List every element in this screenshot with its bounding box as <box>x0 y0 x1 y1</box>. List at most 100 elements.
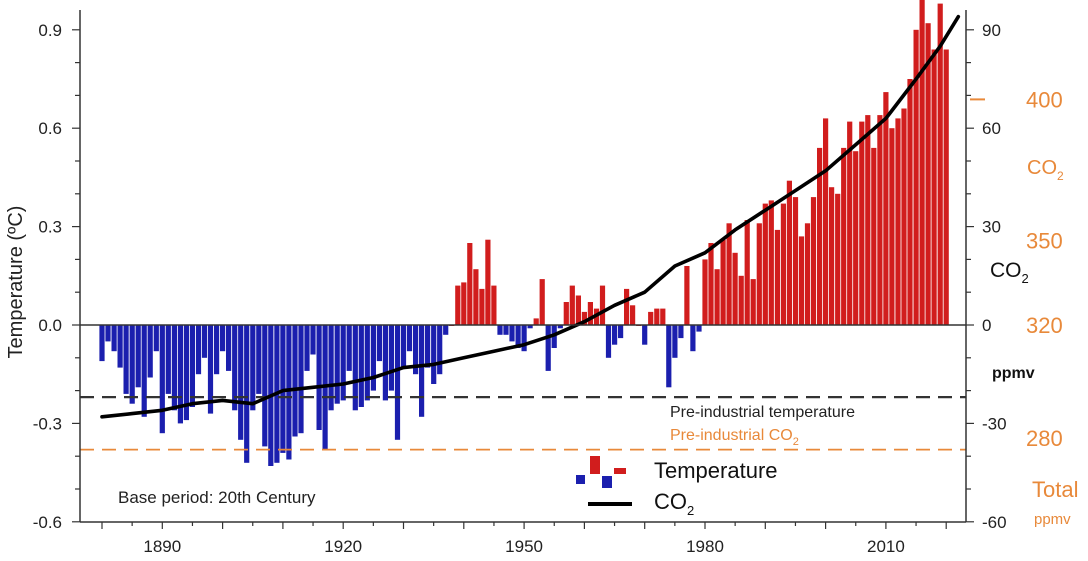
temperature-bar <box>720 239 726 325</box>
co2-line-group <box>100 14 961 419</box>
temperature-bar <box>726 223 732 325</box>
temperature-bar <box>491 285 497 325</box>
y2-tick-label: 60 <box>982 119 1001 138</box>
legend-temperature-label: Temperature <box>654 458 778 483</box>
temperature-bar <box>666 325 672 388</box>
temperature-bar <box>630 305 636 325</box>
x-tick-label: 1980 <box>686 537 724 556</box>
temperature-bar <box>328 325 334 411</box>
temperature-bar <box>599 285 606 325</box>
temperature-bar <box>388 325 394 391</box>
temperature-bar <box>539 279 545 325</box>
temperature-bar <box>431 325 437 384</box>
temperature-bar <box>473 269 479 325</box>
temperature-bar <box>835 193 841 325</box>
y-tick-label: -0.6 <box>33 513 62 532</box>
temperature-bar <box>461 282 467 325</box>
temperature-bar <box>907 79 913 325</box>
temperature-bar <box>612 325 618 345</box>
temperature-bar <box>732 252 738 325</box>
temperature-bar <box>207 325 214 414</box>
temperature-bar <box>624 288 630 325</box>
pre-industrial-temperature-label: Pre-industrial temperature <box>670 404 855 421</box>
co2-total-axis-label: CO2 <box>1027 157 1064 183</box>
legend-temperature-icon <box>576 456 626 488</box>
temperature-bar <box>654 308 660 325</box>
temperature-bar <box>413 325 419 375</box>
co2-axis-label-sub: 2 <box>1022 271 1029 286</box>
temperature-bar <box>298 325 304 434</box>
x-tick-label: 1890 <box>143 537 181 556</box>
temperature-bar <box>443 325 449 335</box>
temperature-bar <box>895 118 901 326</box>
y-axis-label: Temperature (ºC) <box>5 206 27 359</box>
temperature-bar <box>527 325 533 329</box>
temperature-bar <box>310 325 316 355</box>
temperature-bar <box>605 325 612 358</box>
temperature-bar <box>702 259 708 325</box>
temperature-bar <box>437 325 443 375</box>
temperature-bar <box>135 325 141 388</box>
y-tick-label: 0.6 <box>38 119 62 138</box>
temperature-bar <box>370 325 376 391</box>
temperature-bar <box>931 49 937 325</box>
temperature-bar <box>129 325 135 404</box>
temperature-bar <box>195 325 202 375</box>
temperature-bar <box>853 151 859 325</box>
temperature-bar <box>871 147 877 325</box>
temperature-bar <box>937 3 943 325</box>
temperature-bar <box>829 187 835 325</box>
temperature-bar <box>581 311 587 325</box>
temperature-bar <box>244 325 250 463</box>
y2-tick-label: 0 <box>982 316 991 335</box>
temperature-bar <box>545 325 551 371</box>
temperature-bar <box>153 325 159 352</box>
temperature-bar <box>798 236 805 325</box>
temperature-bar <box>497 325 503 335</box>
temperature-bar <box>352 325 358 411</box>
temperature-bar <box>847 121 853 325</box>
temperature-bar <box>756 223 762 325</box>
temperature-bar <box>400 325 407 368</box>
y3-tick-label: 320 <box>1026 313 1063 338</box>
temperature-bar <box>406 325 413 352</box>
temperature-bar <box>382 325 388 401</box>
legend-co2-label-main: CO <box>654 489 687 514</box>
temperature-bar <box>563 302 569 325</box>
temperature-bar <box>250 325 256 411</box>
temperature-bar <box>648 311 654 325</box>
temperature-bar <box>117 325 123 368</box>
temperature-bar <box>358 325 364 407</box>
temperature-bar <box>533 318 539 325</box>
temperature-bar <box>762 203 768 325</box>
y-tick-label: 0.0 <box>38 316 62 335</box>
temperature-bar <box>232 325 238 411</box>
reference-lines <box>80 396 966 451</box>
co2-total-axis-label-main: CO <box>1027 157 1057 179</box>
temperature-bar <box>865 115 871 325</box>
temperature-bar <box>177 325 183 424</box>
temperature-bar <box>889 128 895 325</box>
temperature-bar <box>618 325 624 339</box>
temperature-bar <box>364 325 370 401</box>
temperature-bar <box>220 325 226 352</box>
temperature-bar <box>467 243 473 325</box>
temperature-bar <box>714 269 720 325</box>
temperature-bar <box>201 325 208 358</box>
temperature-bar <box>141 325 147 417</box>
temperature-bar <box>147 325 153 378</box>
temperature-bar <box>334 325 340 404</box>
temperature-bar <box>159 325 165 434</box>
temperature-bar <box>569 285 575 325</box>
temperature-bar <box>575 295 581 325</box>
temperature-bar <box>684 266 690 325</box>
legend-co2-label-sub: 2 <box>687 503 694 518</box>
co2-total-label: Total <box>1032 477 1078 502</box>
temperature-bar <box>394 325 401 440</box>
temperature-bar <box>515 325 521 348</box>
temperature-bar <box>455 285 461 325</box>
temperature-bar <box>183 325 189 421</box>
pre-industrial-co2-label-sub: 2 <box>793 436 799 448</box>
y-tick-label: -0.3 <box>33 414 62 433</box>
